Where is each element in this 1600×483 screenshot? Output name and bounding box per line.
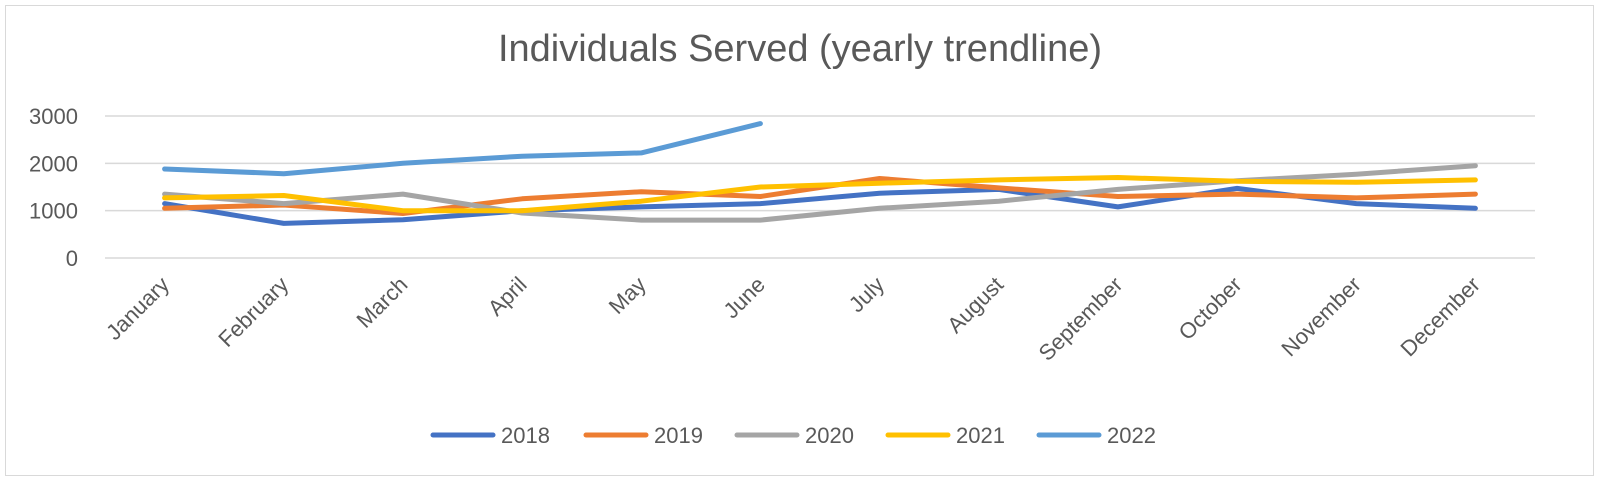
legend-label-2021: 2021	[956, 423, 1005, 448]
x-tick-label: August	[942, 272, 1008, 338]
x-tick-label: April	[483, 272, 532, 321]
series-line-2022	[162, 121, 763, 177]
x-tick-label: September	[1034, 272, 1128, 366]
x-tick-label: December	[1396, 272, 1485, 361]
x-tick-label: November	[1276, 272, 1365, 361]
x-tick-label: July	[844, 272, 889, 317]
x-tick-label: October	[1174, 272, 1247, 345]
x-tick-label: May	[604, 272, 651, 319]
series-line-2018	[162, 185, 1478, 226]
x-tick-label: June	[719, 272, 770, 323]
x-tick-label: February	[213, 272, 293, 352]
chart-frame	[5, 5, 1594, 476]
x-axis-ticks: January February March April May June July Augu…	[101, 272, 1485, 366]
series-lines	[162, 121, 1478, 226]
legend-label-2019: 2019	[654, 423, 703, 448]
y-tick-label: 2000	[29, 151, 78, 176]
series-line-2021	[162, 175, 1478, 214]
legend-label-2022: 2022	[1107, 423, 1156, 448]
y-tick-label: 0	[66, 246, 78, 271]
x-tick-label: January	[101, 272, 174, 345]
x-tick-label: March	[352, 272, 413, 333]
legend-label-2020: 2020	[805, 423, 854, 448]
y-tick-label: 1000	[29, 199, 78, 224]
legend-label-2018: 2018	[501, 423, 550, 448]
chart-title: Individuals Served (yearly trendline)	[497, 28, 1103, 70]
y-tick-label: 3000	[29, 104, 78, 129]
y-axis-ticks: 0 1000 2000 3000	[29, 104, 78, 271]
legend: 2018 2019 2020 2021 2022	[430, 423, 1156, 448]
